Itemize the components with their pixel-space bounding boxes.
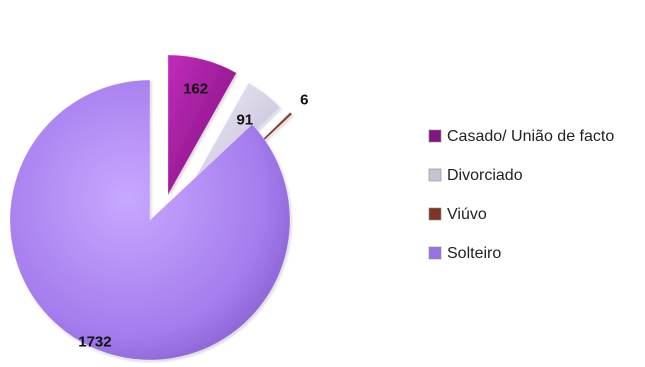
slice-value-label: 1732 bbox=[78, 333, 111, 350]
legend-swatch bbox=[428, 246, 442, 260]
legend-label: Solteiro bbox=[447, 245, 501, 262]
legend-layer: Casado/ União de facto Divorciado Viúvo Sol… bbox=[428, 128, 614, 262]
slice-value-label: 6 bbox=[300, 92, 308, 109]
legend-label: Casado/ União de facto bbox=[447, 128, 614, 145]
legend-label: Viúvo bbox=[447, 206, 487, 223]
legend-swatch bbox=[428, 168, 442, 182]
legend-swatch bbox=[428, 129, 442, 143]
legend-swatch bbox=[428, 207, 442, 221]
slice-value-label: 91 bbox=[236, 112, 253, 129]
pie-slice bbox=[167, 54, 238, 197]
labels-layer: 162 91 6 1732 bbox=[78, 80, 308, 350]
legend-label: Divorciado bbox=[447, 167, 523, 184]
pie-slice bbox=[9, 79, 291, 361]
slice-value-label: 162 bbox=[183, 80, 208, 97]
slices-layer bbox=[9, 54, 293, 361]
